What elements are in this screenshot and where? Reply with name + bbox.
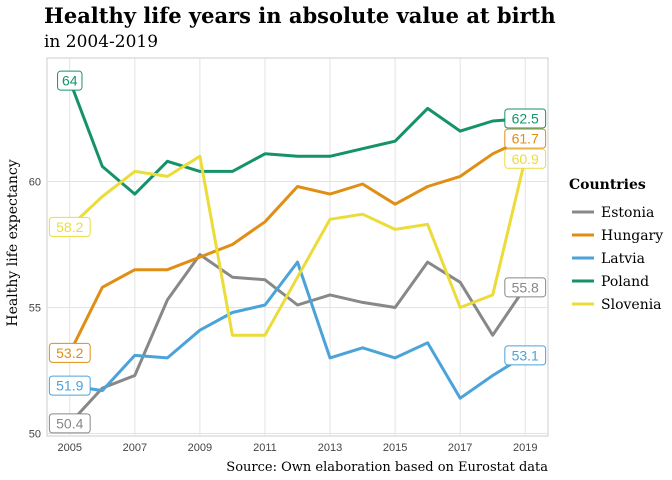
legend-label: Slovenia [601, 297, 662, 313]
svg-text:62.5: 62.5 [512, 110, 539, 126]
svg-text:53.2: 53.2 [56, 345, 83, 361]
x-tick-label: 2011 [253, 442, 277, 454]
chart-subtitle: in 2004-2019 [44, 32, 158, 52]
axis-ticks: 50 55 60 2005 2007 2009 2011 2013 2015 2017 2019 [29, 176, 538, 454]
end-label-hungary: 61.7 [504, 128, 547, 149]
x-tick-label: 2007 [123, 442, 147, 454]
legend-label: Latvia [601, 251, 645, 267]
x-tick-label: 2009 [188, 442, 212, 454]
legend-label: Estonia [601, 205, 654, 221]
x-tick-label: 2019 [513, 442, 537, 454]
x-tick-label: 2013 [318, 442, 342, 454]
svg-text:61.7: 61.7 [512, 131, 539, 147]
legend-label: Poland [601, 274, 649, 290]
end-label-poland: 62.5 [504, 108, 547, 129]
grid [47, 58, 548, 436]
svg-text:51.9: 51.9 [56, 378, 83, 394]
svg-text:50.4: 50.4 [56, 415, 83, 431]
legend-item-hungary: Hungary [572, 228, 663, 244]
legend: Estonia Hungary Latvia Poland Slovenia [572, 205, 663, 313]
chart-title: Healthy life years in absolute value at … [44, 3, 556, 28]
y-tick-label: 55 [29, 302, 41, 314]
y-tick-label: 50 [29, 428, 41, 440]
x-tick-label: 2005 [58, 442, 82, 454]
svg-text:55.8: 55.8 [512, 279, 539, 295]
series-layer [68, 80, 527, 425]
end-label-latvia: 53.1 [504, 345, 547, 366]
legend-item-poland: Poland [572, 274, 649, 290]
legend-title: Countries [569, 177, 646, 193]
series-line-latvia [69, 260, 526, 400]
plot-panel [46, 57, 549, 437]
start-label-estonia: 50.4 [48, 413, 91, 434]
chart-caption: Source: Own elaboration based on Eurosta… [226, 460, 548, 475]
end-label-estonia: 55.8 [504, 277, 547, 298]
legend-label: Hungary [601, 228, 663, 244]
start-label-hungary: 53.2 [48, 342, 91, 363]
end-label-slovenia: 60.9 [504, 148, 547, 169]
y-axis-label: Healthy life expectancy [5, 159, 21, 326]
series-line-slovenia [68, 154, 527, 337]
svg-text:58.2: 58.2 [56, 219, 83, 235]
series-line-hungary [68, 137, 526, 354]
series-line-estonia [68, 253, 527, 425]
legend-item-estonia: Estonia [572, 205, 654, 221]
series-line-poland [68, 80, 526, 196]
svg-text:60.9: 60.9 [512, 151, 539, 167]
legend-item-latvia: Latvia [572, 251, 645, 267]
svg-text:64: 64 [62, 73, 78, 89]
y-tick-label: 60 [29, 176, 41, 188]
x-tick-label: 2015 [383, 442, 407, 454]
legend-item-slovenia: Slovenia [572, 297, 662, 313]
start-label-latvia: 51.9 [48, 375, 91, 396]
svg-text:53.1: 53.1 [512, 347, 539, 363]
x-tick-label: 2017 [448, 442, 472, 454]
end-labels: 50.4 55.8 53.2 61.7 51.9 53.1 64 62.5 58.2 60.9 [48, 70, 547, 434]
start-label-poland: 64 [57, 70, 83, 91]
start-label-slovenia: 58.2 [48, 216, 91, 237]
